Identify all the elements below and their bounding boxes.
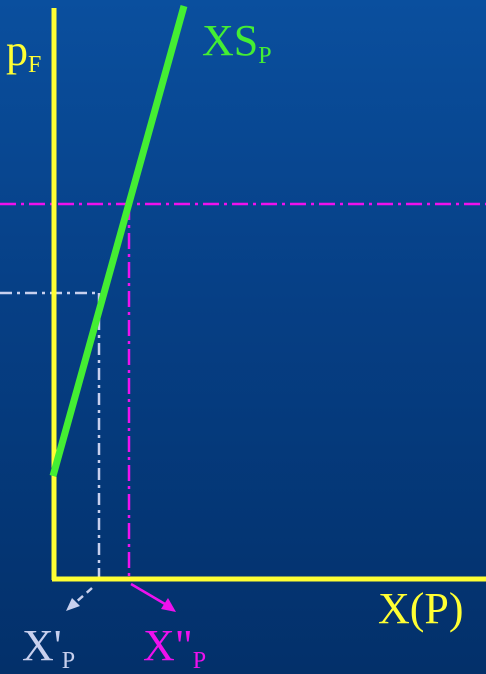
supply-curve-label: XSP — [202, 16, 272, 69]
x-double-prime-label: X"P — [143, 621, 206, 674]
supply-curve — [49, 5, 188, 477]
x-prime-arrow-shaft — [74, 587, 93, 604]
x-prime-arrowhead — [66, 598, 80, 611]
y-axis-label: pF — [6, 26, 41, 78]
x-axis-label: X(P) — [378, 584, 464, 633]
x-prime-label: X'P — [22, 621, 75, 674]
x-dprime-arrowhead — [161, 598, 176, 612]
x-dprime-arrow-shaft — [130, 582, 166, 606]
